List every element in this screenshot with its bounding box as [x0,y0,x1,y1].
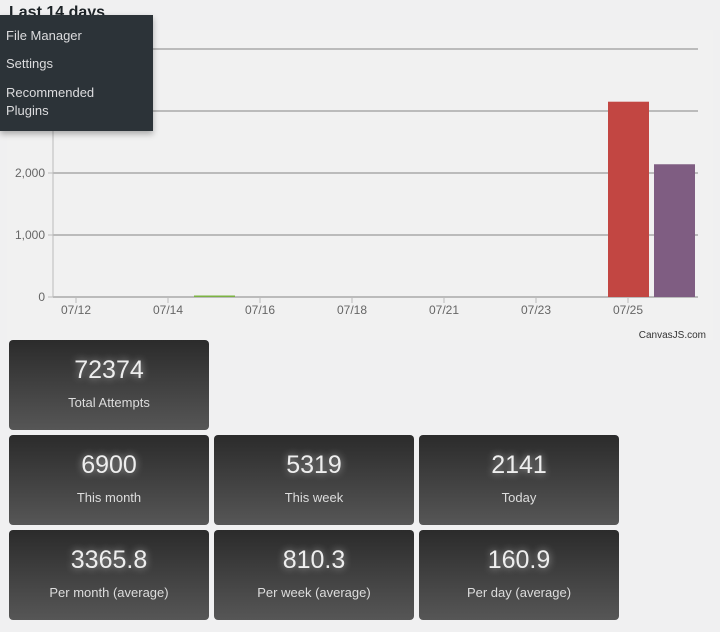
menu-item-settings[interactable]: Settings [6,56,53,71]
x-tick-label: 07/18 [337,303,367,317]
stat-this-week: 5319 This week [214,435,414,525]
x-tick-label: 07/14 [153,303,183,317]
stat-per-week: 810.3 Per week (average) [214,530,414,620]
stat-label: Per week (average) [257,585,371,600]
stat-per-month: 3365.8 Per month (average) [9,530,209,620]
y-tick-label: 1,000 [15,228,45,242]
stat-label: Today [501,490,537,505]
stat-label: Per day (average) [466,585,572,600]
x-tick-label: 07/12 [61,303,91,317]
stat-label: This week [284,490,344,505]
x-tick-label: 07/23 [521,303,551,317]
stat-value: 3365.8 [70,546,148,574]
stat-value: 72374 [74,356,144,384]
stat-this-month: 6900 This month [9,435,209,525]
stat-value: 6900 [81,451,137,479]
bar [608,101,649,297]
bar [654,164,695,297]
stat-value: 2141 [491,451,547,479]
stat-total-attempts: 72374 Total Attempts [9,340,209,430]
stat-value: 810.3 [282,546,346,574]
stat-label: Per month (average) [49,585,169,600]
y-tick-label: 0 [38,290,45,304]
x-tick-label: 07/25 [613,303,643,317]
menu-item-file-manager[interactable]: File Manager [6,28,82,43]
stat-label: This month [76,490,142,505]
stat-today: 2141 Today [419,435,619,525]
bar [194,295,235,297]
stat-per-day: 160.9 Per day (average) [419,530,619,620]
menu-item-recommended-plugins[interactable]: Recommended Plugins [6,85,95,118]
x-tick-label: 07/16 [245,303,275,317]
dropdown-menu: File Manager Settings Recommended Plugin… [0,15,153,131]
stat-value: 160.9 [487,546,551,574]
chart-credit-link[interactable]: CanvasJS.com [638,330,706,341]
y-tick-label: 2,000 [15,166,45,180]
stat-value: 5319 [286,451,342,479]
stat-label: Total Attempts [68,395,150,410]
x-tick-label: 07/21 [429,303,459,317]
